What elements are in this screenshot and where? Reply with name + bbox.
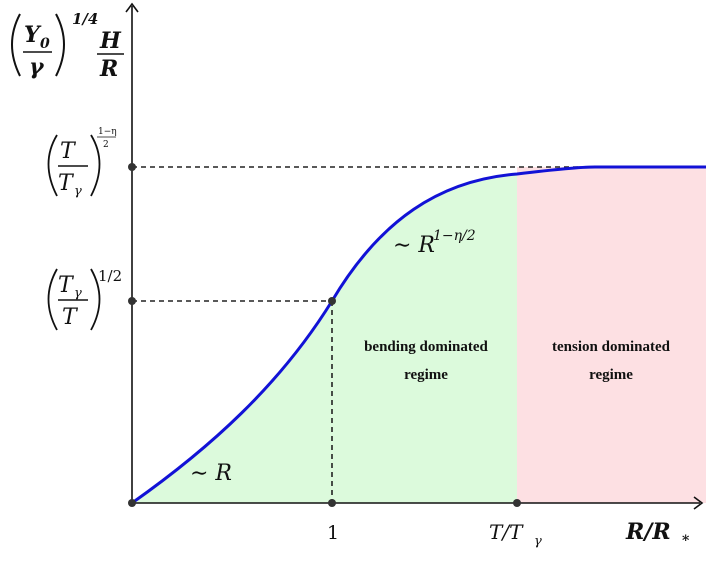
y-tick-upper-point bbox=[128, 163, 136, 171]
y-axis-arrowhead bbox=[125, 2, 139, 13]
x-tick-t-over-tgamma-point bbox=[513, 499, 521, 507]
x-axis-label-subscript: * bbox=[682, 533, 690, 549]
y-label-factor-subscript: 0 bbox=[40, 36, 50, 52]
y-tick-upper-label: T T γ 1−η 2 bbox=[47, 127, 117, 199]
tension-regime-region bbox=[517, 167, 706, 503]
small-r-scaling-label: ∼ R bbox=[190, 461, 232, 486]
mid-r-scaling-label: ∼ R 1−η/2 bbox=[393, 228, 476, 258]
y-label-factor: Y bbox=[24, 22, 42, 48]
bending-regime-label-line1: bending dominated bbox=[364, 339, 488, 355]
x-axis-arrowhead bbox=[693, 496, 704, 510]
bending-regime-label-line2: regime bbox=[404, 367, 448, 383]
y-label-exponent: 1/4 bbox=[72, 10, 98, 28]
mid-r-scaling-base: ∼ R bbox=[393, 233, 435, 258]
y-tick-lower-denominator: T bbox=[62, 305, 79, 330]
x-tick-t-over-tgamma-text: T/T bbox=[489, 520, 524, 544]
tension-regime-label-line2: regime bbox=[589, 367, 633, 383]
mid-r-scaling-exponent: 1−η/2 bbox=[433, 228, 476, 244]
bending-regime-region bbox=[132, 174, 517, 503]
y-axis-label: Y 0 γ 1/4 H R bbox=[11, 10, 124, 82]
y-tick-upper-denominator: T bbox=[58, 171, 75, 196]
y-tick-lower-point bbox=[128, 297, 136, 305]
tension-regime-label-line1: tension dominated bbox=[552, 339, 671, 355]
y-label-ratio-denominator: R bbox=[99, 56, 118, 82]
y-tick-upper-numerator: T bbox=[60, 139, 77, 164]
x-tick-1-label: 1 bbox=[327, 522, 339, 544]
origin-point bbox=[128, 499, 136, 507]
y-tick-upper-exponent-denominator: 2 bbox=[103, 140, 109, 150]
y-tick-lower-numerator-subscript: γ bbox=[74, 286, 82, 301]
y-label-factor-denominator: γ bbox=[29, 54, 45, 80]
x-tick-1-point bbox=[328, 499, 336, 507]
y-tick-lower-exponent: 1/2 bbox=[98, 267, 122, 285]
x-axis-label: R/R * bbox=[625, 519, 690, 549]
scaling-curve bbox=[131, 165, 706, 505]
y-tick-upper-denominator-subscript: γ bbox=[74, 184, 82, 199]
y-label-ratio-numerator: H bbox=[99, 28, 122, 54]
x-tick-t-over-tgamma-subscript: γ bbox=[534, 534, 542, 549]
y-tick-upper-exponent-numerator: 1−η bbox=[98, 127, 117, 137]
y-tick-lower-numerator: T bbox=[58, 273, 75, 298]
x-tick-t-over-tgamma-label: T/T γ bbox=[489, 520, 542, 549]
x-axis-label-text: R/R bbox=[625, 519, 671, 545]
y-tick-lower-label: T γ T 1/2 bbox=[47, 267, 122, 331]
crossover-point bbox=[328, 297, 336, 305]
